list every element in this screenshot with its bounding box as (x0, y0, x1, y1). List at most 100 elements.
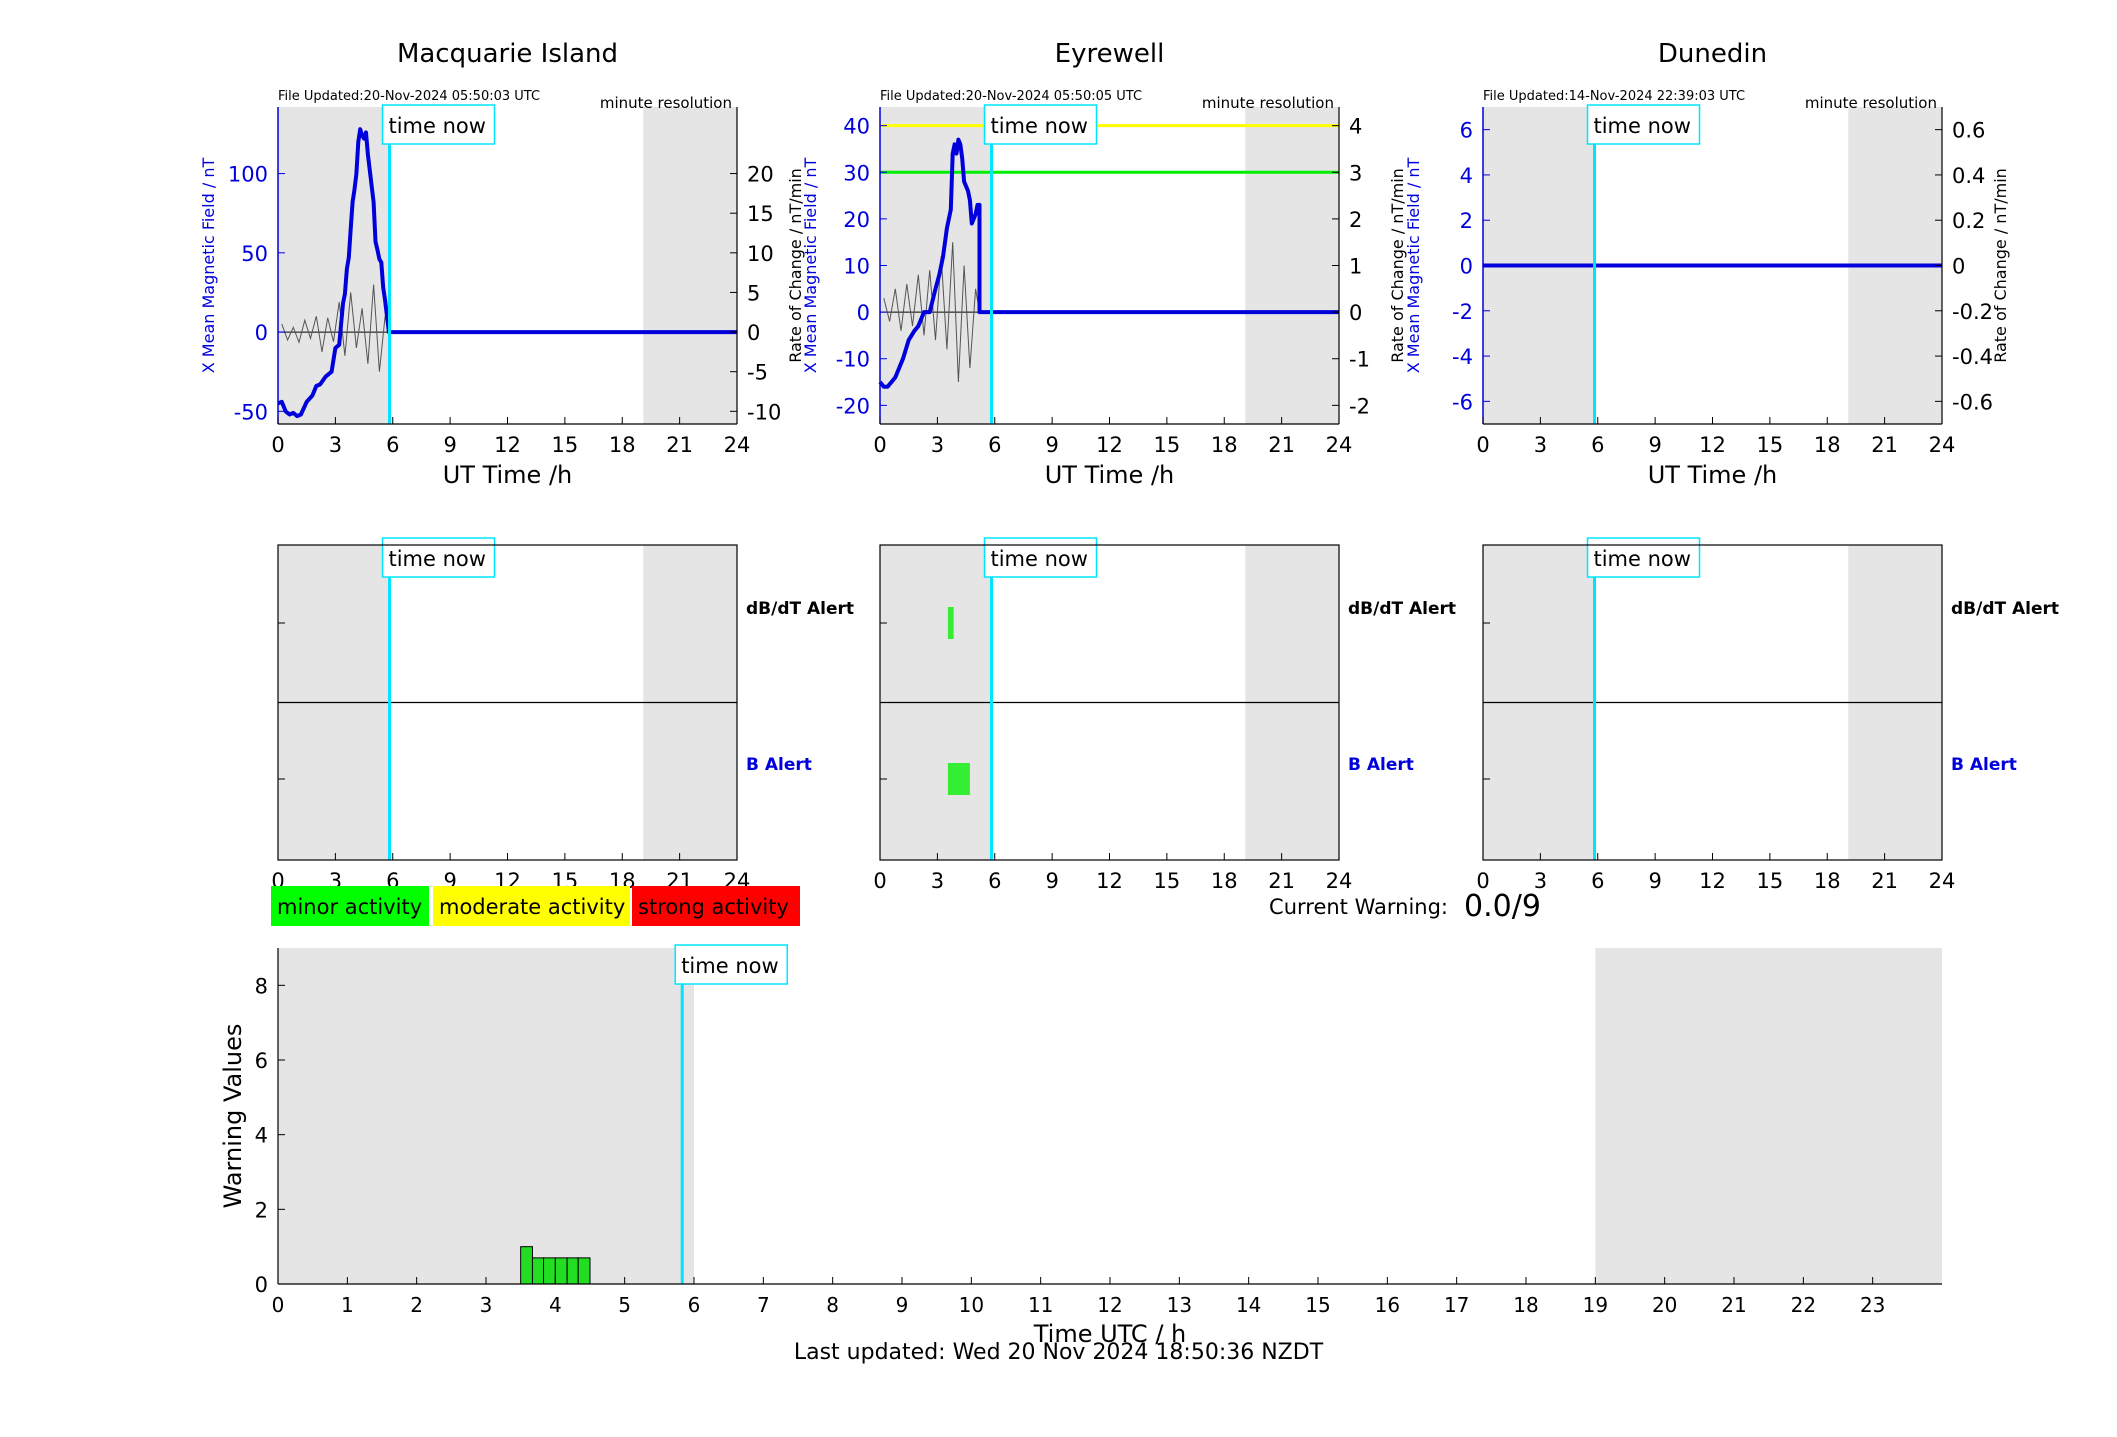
dbdt-alert-label: dB/dT Alert (1951, 599, 2059, 619)
y-tick-label: 2 (1460, 209, 1473, 233)
y2-tick-label: -0.6 (1952, 390, 1993, 414)
x-tick-label: 21 (1871, 433, 1898, 457)
time-now-box (381, 104, 496, 145)
y2-tick-label: 4 (1349, 115, 1362, 139)
current-warning-label: Current Warning: (1269, 895, 1448, 919)
y-tick-label: 100 (228, 163, 268, 187)
x-tick-label: 19 (1583, 1293, 1608, 1317)
y2-tick-label: 0.4 (1952, 164, 1985, 188)
x-tick-label: 14 (1236, 1293, 1261, 1317)
x-tick-label: 24 (1326, 433, 1353, 457)
y-tick-label: 30 (843, 161, 870, 185)
x-tick-label: 21 (1871, 869, 1898, 893)
y2-tick-label: 2 (1349, 208, 1362, 232)
x-tick-label: 18 (609, 433, 636, 457)
x-tick-label: 0 (271, 433, 284, 457)
x-tick-label: 0 (1476, 433, 1489, 457)
chart-title: Dunedin (1658, 39, 1767, 69)
y-tick-label: -4 (1452, 345, 1473, 369)
x-tick-label: 6 (688, 1293, 701, 1317)
y2-tick-label: 0 (747, 321, 760, 345)
y2-tick-label: 1 (1349, 255, 1362, 279)
legend-minor-label: minor activity (277, 895, 422, 919)
resolution-label: minute resolution (600, 94, 732, 112)
x-tick-label: 12 (1699, 433, 1726, 457)
x-tick-label: 16 (1375, 1293, 1400, 1317)
time-now-box (1586, 104, 1701, 145)
y2-axis-label: Rate of Change / nT/min (786, 168, 805, 363)
time-now-label: time now (990, 547, 1087, 571)
y2-tick-label: -0.2 (1952, 300, 1993, 324)
x-tick-label: 18 (1211, 433, 1238, 457)
x-tick-label: 18 (1211, 869, 1238, 893)
x-tick-label: 21 (666, 433, 693, 457)
time-now-label: time now (388, 547, 485, 571)
y-tick-label: 0 (255, 1273, 268, 1297)
warning-bar (520, 1246, 533, 1285)
y2-tick-label: -0.4 (1952, 345, 1993, 369)
x-tick-label: 6 (386, 433, 399, 457)
y2-tick-label: -1 (1349, 348, 1370, 372)
time-now-label: time now (388, 114, 485, 138)
legend-minor-swatch (271, 886, 429, 926)
y2-tick-label: 0.6 (1952, 119, 1985, 143)
x-tick-label: 0 (272, 1293, 285, 1317)
x-tick-label: 22 (1791, 1293, 1816, 1317)
x-tick-label: 15 (1757, 869, 1784, 893)
x-tick-label: 9 (1648, 433, 1661, 457)
x-tick-label: 24 (1929, 869, 1956, 893)
y-tick-label: 0 (255, 321, 268, 345)
file-updated-label: File Updated:20-Nov-2024 05:50:03 UTC (278, 89, 540, 104)
y2-tick-label: -2 (1349, 394, 1370, 418)
file-updated-label: File Updated:20-Nov-2024 05:50:05 UTC (880, 89, 1142, 104)
x-axis-label: UT Time /h (1045, 461, 1175, 489)
x-tick-label: 12 (1096, 869, 1123, 893)
legend-moderate-label: moderate activity (439, 895, 625, 919)
y2-axis-label: Rate of Change / nT/min (1388, 168, 1407, 363)
x-tick-label: 12 (1699, 869, 1726, 893)
x-tick-label: 12 (1097, 1293, 1122, 1317)
x-axis-label: Time UTC / h (1033, 1320, 1187, 1348)
x-tick-label: 9 (1045, 433, 1058, 457)
x-tick-label: 10 (959, 1293, 984, 1317)
warning-bar (531, 1257, 545, 1285)
dbdt-alert-label: dB/dT Alert (1348, 599, 1456, 619)
y-tick-label: 2 (255, 1198, 268, 1222)
y2-tick-label: 0.2 (1952, 209, 1985, 233)
x-tick-label: 0 (1476, 869, 1489, 893)
y-tick-label: 4 (255, 1124, 268, 1148)
x-tick-label: 15 (1154, 869, 1181, 893)
y2-tick-label: -5 (747, 361, 768, 385)
y-tick-label: 6 (1460, 119, 1473, 143)
legend-strong-label: strong activity (638, 895, 789, 919)
last-updated-footer: Last updated: Wed 20 Nov 2024 18:50:36 N… (793, 1340, 1324, 1365)
field-series (277, 127, 737, 419)
x-tick-label: 0 (873, 433, 886, 457)
y-tick-label: -2 (1452, 300, 1473, 324)
x-tick-label: 8 (826, 1293, 839, 1317)
x-tick-label: 6 (988, 869, 1001, 893)
warning-bar (577, 1257, 591, 1285)
y-tick-label: 6 (255, 1049, 268, 1073)
night-shade-1 (1595, 948, 1942, 1284)
y2-axis-label: Rate of Change / nT/min (1991, 168, 2010, 363)
y2-tick-label: 5 (747, 281, 760, 305)
x-tick-label: 3 (931, 433, 944, 457)
time-now-label: time now (1593, 114, 1690, 138)
x-tick-label: 3 (480, 1293, 493, 1317)
night-shade-0 (278, 948, 694, 1284)
x-tick-label: 9 (896, 1293, 909, 1317)
x-tick-label: 21 (1268, 433, 1295, 457)
chart-title: Macquarie Island (397, 39, 618, 69)
x-tick-label: 24 (1326, 869, 1353, 893)
x-tick-label: 9 (443, 433, 456, 457)
x-tick-label: 6 (1591, 869, 1604, 893)
x-tick-label: 5 (618, 1293, 631, 1317)
y2-tick-label: 10 (747, 242, 774, 266)
time-now-box (674, 944, 788, 985)
b-alert-label: B Alert (1348, 755, 1414, 775)
x-tick-label: 6 (988, 433, 1001, 457)
